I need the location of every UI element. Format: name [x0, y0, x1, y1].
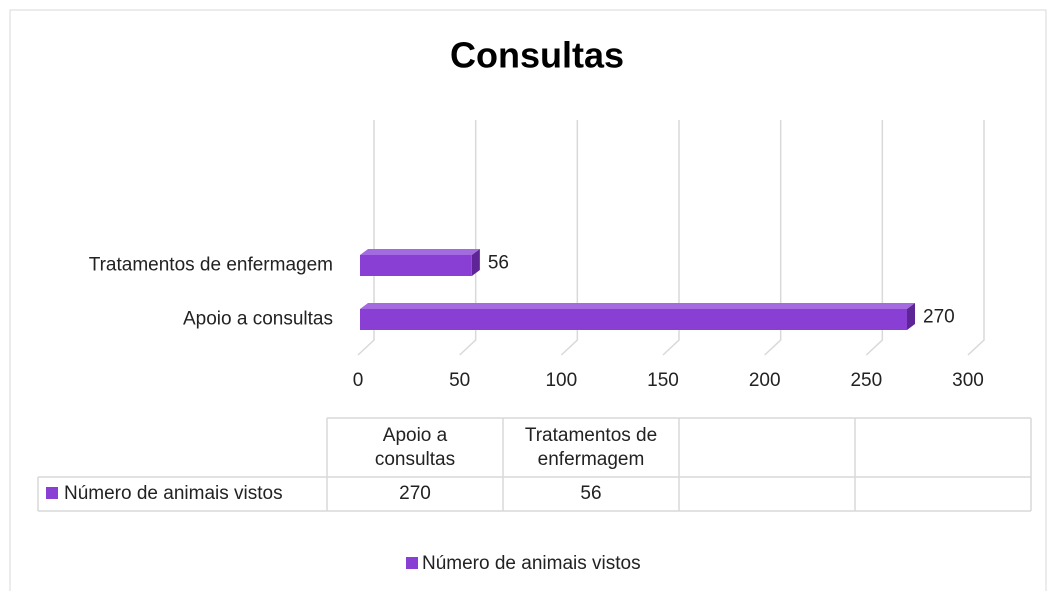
- y-tick-label: Tratamentos de enfermagem: [89, 255, 333, 276]
- legend-key: [46, 487, 58, 499]
- table-value: 56: [580, 483, 601, 504]
- bar: [360, 255, 472, 276]
- legend-label: Número de animais vistos: [422, 553, 641, 574]
- data-label: 270: [923, 307, 955, 328]
- bar-end: [907, 303, 915, 330]
- grid-line: [357, 120, 375, 356]
- x-tick-label: 0: [353, 370, 364, 391]
- table-header: Apoio a consultas: [375, 425, 455, 470]
- table-grid: [37, 417, 1032, 512]
- grid-line: [865, 120, 884, 356]
- table-row-label: Número de animais vistos: [64, 483, 283, 504]
- grid-line: [662, 120, 680, 356]
- grid-line: [764, 120, 782, 356]
- chart-title: Consultas: [450, 35, 624, 76]
- bar-top: [360, 249, 480, 255]
- legend-key: [406, 557, 418, 569]
- y-tick-label: Apoio a consultas: [183, 309, 333, 330]
- table-value: 270: [399, 483, 431, 504]
- bar: [360, 309, 907, 330]
- x-tick-label: 150: [647, 370, 679, 391]
- x-tick-label: 300: [952, 370, 984, 391]
- grid-line: [560, 120, 579, 356]
- table-header: Tratamentos de enfermagem: [525, 425, 657, 470]
- x-tick-label: 50: [449, 370, 470, 391]
- grid-line: [459, 120, 477, 356]
- bar-end: [471, 249, 480, 276]
- x-tick-label: 100: [545, 370, 577, 391]
- bar-top: [360, 303, 915, 309]
- grid-line: [967, 120, 985, 356]
- x-tick-label: 250: [850, 370, 882, 391]
- data-label: 56: [488, 253, 509, 274]
- x-tick-label: 200: [749, 370, 781, 391]
